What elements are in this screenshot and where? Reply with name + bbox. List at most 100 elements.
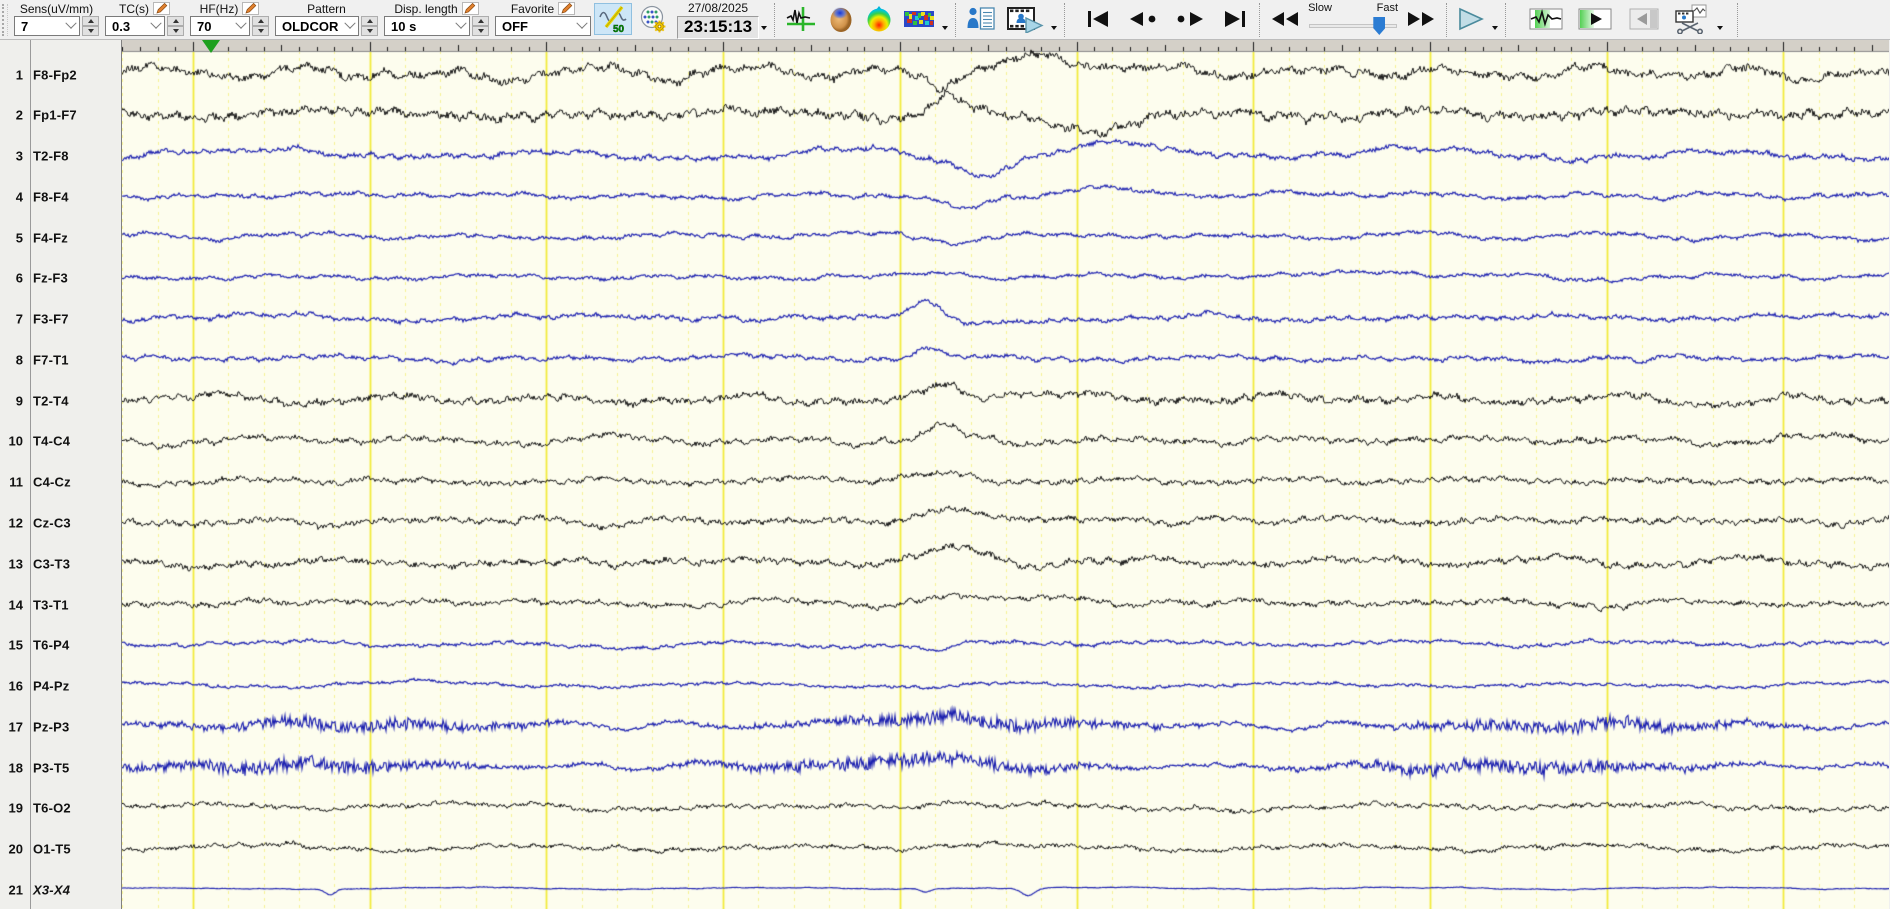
speed-slider-track[interactable] — [1309, 24, 1398, 28]
disp-length-spin-up[interactable] — [472, 16, 489, 26]
toolbar: Sens(uV/mm) 7 TC(s) 0.3 — [0, 0, 1890, 40]
dsa-button[interactable] — [899, 3, 939, 35]
hf-edit-button[interactable] — [242, 2, 260, 15]
display-length-select[interactable]: 10 s — [384, 16, 470, 36]
channel-number: 16 — [8, 678, 23, 694]
toolbar-grip[interactable] — [2, 4, 8, 36]
play-button[interactable] — [1453, 3, 1489, 35]
skip-to-end-button[interactable] — [1217, 3, 1253, 35]
video-playback-button[interactable] — [1002, 3, 1048, 35]
review-segment-button[interactable] — [1525, 3, 1567, 35]
eeg-canvas[interactable] — [122, 40, 1889, 909]
hf-spin-down[interactable] — [252, 26, 269, 36]
prev-segment-button-disabled[interactable] — [1625, 3, 1663, 35]
play-dropdown-arrow[interactable] — [1490, 22, 1500, 34]
pattern-select[interactable]: OLDCOR — [275, 16, 359, 36]
speed-slider-thumb[interactable] — [1373, 17, 1386, 35]
channel-number: 15 — [8, 637, 23, 653]
channel-label: T3-T1 — [33, 597, 69, 612]
time-dropdown-arrow[interactable] — [759, 22, 769, 34]
channel-row[interactable]: 5 F4-Fz — [0, 230, 122, 245]
channel-row[interactable]: 20 O1-T5 — [0, 842, 122, 857]
voltage-map-2d-topo-icon — [867, 6, 891, 32]
channel-row[interactable]: 19 T6-O2 — [0, 801, 122, 816]
skip-to-start-button[interactable] — [1080, 3, 1116, 35]
channel-number: 21 — [8, 882, 23, 898]
channel-row[interactable]: 18 P3-T5 — [0, 760, 122, 775]
pattern-spin-down[interactable] — [361, 26, 378, 36]
channel-row[interactable]: 13 C3-T3 — [0, 556, 122, 571]
tc-spin-down[interactable] — [167, 26, 184, 36]
channel-row[interactable]: 6 Fz-F3 — [0, 271, 122, 286]
fast-forward-icon — [1408, 12, 1435, 26]
disp-length-edit-button[interactable] — [461, 2, 479, 15]
sensitivity-label: Sens(uV/mm) — [19, 1, 94, 16]
current-time[interactable]: 23:15:13 — [677, 16, 760, 39]
event-marker-icon — [786, 7, 816, 31]
channel-number: 18 — [8, 760, 23, 776]
channel-row[interactable]: 1 F8-Fp2 — [0, 67, 122, 82]
channel-row[interactable]: 16 P4-Pz — [0, 679, 122, 694]
video-dropdown-arrow[interactable] — [1049, 22, 1059, 34]
sensitivity-select[interactable]: 7 — [14, 16, 80, 36]
notch-filter-50hz-icon: 50 — [599, 5, 627, 33]
tc-select[interactable]: 0.3 — [105, 16, 165, 36]
channel-number: 7 — [15, 311, 23, 327]
clip-video-button[interactable] — [1670, 3, 1714, 35]
separator — [1505, 3, 1507, 37]
channel-row[interactable]: 21 X3-X4 — [0, 882, 122, 897]
pattern-spin-up[interactable] — [361, 16, 378, 26]
voltage-map-3d-button[interactable] — [823, 3, 859, 35]
montage-setup-button[interactable] — [634, 3, 672, 35]
tc-spin-up[interactable] — [167, 16, 184, 26]
favorite-select[interactable]: OFF — [495, 16, 591, 36]
event-marker-button[interactable] — [781, 3, 821, 35]
channel-row[interactable]: 14 T3-T1 — [0, 597, 122, 612]
channel-number: 5 — [15, 230, 23, 246]
clip-dropdown-arrow[interactable] — [1715, 22, 1725, 34]
separator — [1064, 3, 1066, 37]
map-dropdown-arrow[interactable] — [940, 22, 950, 34]
speed-slow-label: Slow — [1308, 2, 1332, 14]
fast-forward-button[interactable] — [1402, 3, 1440, 35]
hf-select[interactable]: 70 — [190, 16, 250, 36]
sensitivity-spin-down[interactable] — [82, 26, 99, 36]
rewind-button[interactable] — [1266, 3, 1304, 35]
step-forward-button[interactable] — [1170, 3, 1210, 35]
disp-length-label: Disp. length — [394, 1, 458, 16]
notch-filter-50hz-button[interactable]: 50 — [594, 3, 632, 35]
channel-row[interactable]: 10 T4-C4 — [0, 434, 122, 449]
hf-spin-up[interactable] — [252, 16, 269, 26]
channel-label: F8-Fp2 — [33, 67, 77, 82]
channel-number: 4 — [15, 189, 23, 205]
channel-row[interactable]: 12 Cz-C3 — [0, 515, 122, 530]
tc-edit-button[interactable] — [153, 2, 170, 15]
channel-row[interactable]: 9 T2-T4 — [0, 393, 122, 408]
step-back-button[interactable] — [1123, 3, 1163, 35]
play-icon — [1459, 7, 1484, 31]
disp-length-spin-down[interactable] — [472, 26, 489, 36]
channel-row[interactable]: 11 C4-Cz — [0, 475, 122, 490]
channel-row[interactable]: 8 F7-T1 — [0, 352, 122, 367]
svg-text:50: 50 — [613, 24, 625, 33]
channel-row[interactable]: 2 Fp1-F7 — [0, 108, 122, 123]
patient-report-button[interactable] — [962, 3, 1000, 35]
pattern-label: Pattern — [307, 1, 346, 16]
channel-row[interactable]: 17 Pz-P3 — [0, 719, 122, 734]
channel-row[interactable]: 3 T2-F8 — [0, 149, 122, 164]
channel-number: 2 — [15, 107, 23, 123]
separator — [1737, 3, 1739, 37]
voltage-map-2d-button[interactable] — [861, 3, 897, 35]
channel-row[interactable]: 4 F8-F4 — [0, 189, 122, 204]
green-position-marker[interactable] — [202, 40, 221, 53]
channel-number: 10 — [8, 433, 23, 449]
favorite-edit-button[interactable] — [558, 2, 576, 15]
sensitivity-spin-up[interactable] — [82, 16, 99, 26]
channel-row[interactable]: 15 T6-P4 — [0, 638, 122, 653]
play-segment-button[interactable] — [1574, 3, 1616, 35]
clip-video-icon — [1675, 4, 1707, 34]
channel-row[interactable]: 7 F3-F7 — [0, 312, 122, 327]
step-back-icon — [1130, 12, 1156, 26]
play-segment-icon — [1578, 8, 1612, 30]
